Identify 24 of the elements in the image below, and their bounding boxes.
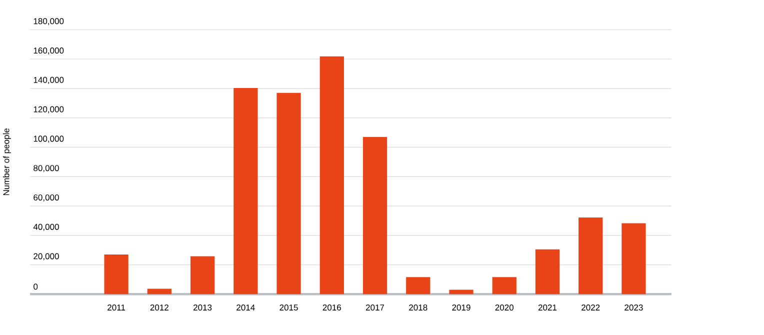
x-tick-label: 2022: [582, 304, 600, 311]
y-tick-label: 80,000: [34, 165, 59, 172]
y-tick-label: 160,000: [34, 48, 64, 55]
y-tick-label: 0: [34, 284, 38, 290]
y-tick-label: 60,000: [34, 194, 59, 202]
x-tick-label: 2011: [108, 304, 126, 311]
y-axis-title: Number of people: [3, 128, 11, 196]
y-tick-label: 140,000: [34, 77, 64, 84]
x-tick-label: 2016: [322, 304, 341, 311]
y-tick-label: 20,000: [34, 253, 59, 260]
x-tick-label: 2023: [624, 304, 643, 311]
x-tick-label: 2019: [452, 304, 470, 311]
x-tick-label: 2021: [538, 304, 557, 311]
x-tick-label: 2013: [193, 304, 212, 311]
y-tick-label: 180,000: [34, 18, 64, 26]
y-tick-label: 120,000: [34, 106, 64, 114]
x-tick-label: 2012: [150, 304, 168, 311]
x-tick-label: 2014: [236, 304, 255, 311]
x-tick-label: 2017: [366, 304, 384, 311]
y-tick-label: 100,000: [34, 136, 64, 143]
x-tick-label: 2018: [409, 304, 428, 311]
y-tick-label: 40,000: [33, 224, 59, 232]
x-tick-label: 2020: [495, 304, 514, 311]
x-tick-label: 2015: [280, 304, 298, 311]
